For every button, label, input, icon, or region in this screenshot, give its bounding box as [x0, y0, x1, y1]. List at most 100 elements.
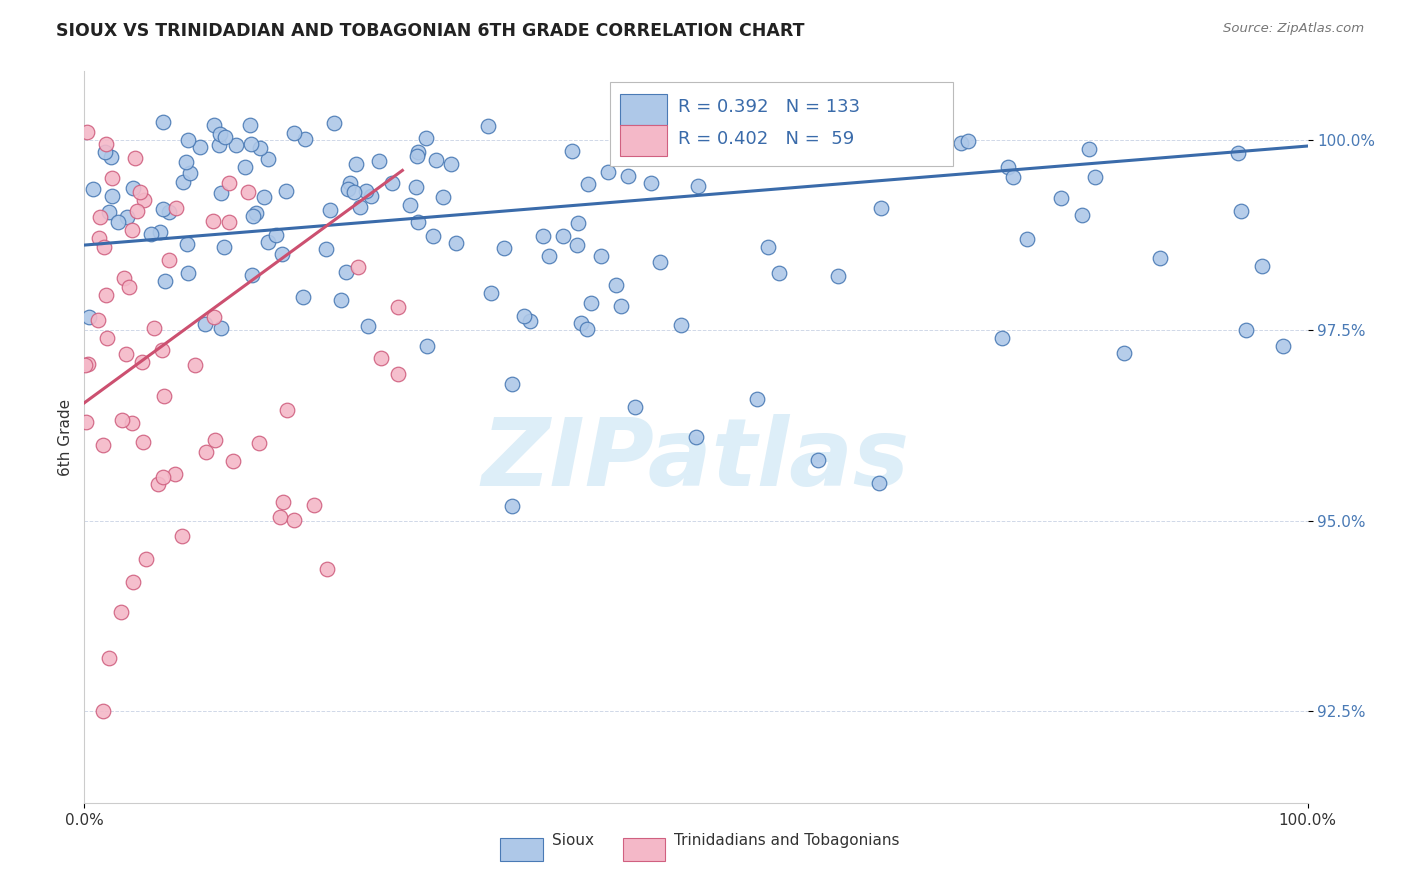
- Point: [152, 115, 174, 129]
- Point: [406, 149, 429, 163]
- Point: [172, 529, 194, 543]
- Point: [1015, 232, 1038, 246]
- Point: [125, 204, 148, 219]
- Point: [132, 193, 155, 207]
- Point: [1002, 170, 1025, 185]
- Point: [991, 331, 1014, 345]
- Point: [1084, 170, 1107, 185]
- Point: [763, 136, 786, 150]
- Point: [416, 338, 439, 352]
- Point: [124, 152, 146, 166]
- Point: [381, 176, 404, 190]
- Point: [122, 574, 145, 589]
- Text: R = 0.392   N = 133: R = 0.392 N = 133: [678, 98, 859, 117]
- Point: [271, 247, 294, 261]
- Point: [502, 376, 524, 391]
- Point: [575, 322, 598, 336]
- Point: [440, 157, 463, 171]
- Point: [122, 180, 145, 194]
- Point: [93, 239, 115, 253]
- Point: [1149, 251, 1171, 265]
- Point: [513, 309, 536, 323]
- Point: [315, 242, 337, 256]
- Text: Source: ZipAtlas.com: Source: ZipAtlas.com: [1223, 22, 1364, 36]
- Point: [115, 211, 138, 225]
- Point: [686, 179, 709, 194]
- Point: [370, 351, 392, 366]
- Point: [744, 104, 766, 119]
- Point: [339, 176, 361, 190]
- Point: [387, 300, 409, 314]
- Point: [146, 477, 169, 491]
- Point: [605, 278, 627, 293]
- Point: [269, 510, 291, 524]
- Point: [444, 235, 467, 250]
- Point: [1230, 204, 1253, 219]
- Point: [96, 287, 118, 301]
- Point: [73, 358, 96, 372]
- Point: [77, 310, 100, 325]
- Point: [1114, 346, 1136, 360]
- Point: [242, 209, 264, 223]
- Point: [322, 116, 344, 130]
- FancyBboxPatch shape: [610, 82, 953, 167]
- Point: [75, 416, 97, 430]
- FancyBboxPatch shape: [623, 838, 665, 862]
- Point: [218, 215, 240, 229]
- Point: [294, 132, 316, 146]
- Point: [112, 270, 135, 285]
- Point: [1250, 259, 1272, 273]
- Point: [274, 184, 297, 198]
- Point: [551, 229, 574, 244]
- Point: [1272, 338, 1295, 352]
- Point: [266, 228, 288, 243]
- Point: [399, 198, 422, 212]
- Point: [360, 188, 382, 202]
- Point: [77, 357, 100, 371]
- Point: [204, 433, 226, 447]
- Point: [249, 141, 271, 155]
- Point: [997, 160, 1019, 174]
- Text: Sioux: Sioux: [551, 833, 593, 848]
- Point: [519, 314, 541, 328]
- Point: [135, 552, 157, 566]
- Point: [676, 121, 699, 136]
- Point: [86, 313, 108, 327]
- Point: [356, 318, 378, 333]
- Point: [768, 266, 790, 280]
- FancyBboxPatch shape: [501, 838, 543, 862]
- Point: [494, 241, 516, 255]
- Text: SIOUX VS TRINIDADIAN AND TOBAGONIAN 6TH GRADE CORRELATION CHART: SIOUX VS TRINIDADIAN AND TOBAGONIAN 6TH …: [56, 22, 804, 40]
- Point: [100, 150, 122, 164]
- Point: [1071, 208, 1094, 222]
- Point: [315, 562, 337, 576]
- Point: [177, 266, 200, 280]
- Point: [239, 118, 262, 132]
- Point: [628, 136, 651, 150]
- Point: [245, 206, 267, 220]
- Point: [479, 286, 502, 301]
- Point: [319, 202, 342, 217]
- Point: [405, 180, 427, 194]
- Point: [107, 215, 129, 229]
- Point: [238, 185, 260, 199]
- Point: [253, 190, 276, 204]
- Point: [152, 202, 174, 216]
- Point: [898, 107, 921, 121]
- Point: [827, 268, 849, 283]
- Point: [337, 182, 360, 196]
- Point: [347, 260, 370, 274]
- Point: [617, 169, 640, 183]
- FancyBboxPatch shape: [620, 126, 666, 156]
- Point: [685, 430, 707, 444]
- Point: [152, 343, 174, 357]
- Point: [201, 214, 224, 228]
- Point: [302, 498, 325, 512]
- Point: [1078, 142, 1101, 156]
- Point: [110, 413, 132, 427]
- Point: [194, 444, 217, 458]
- Point: [152, 469, 174, 483]
- Point: [101, 171, 124, 186]
- Point: [240, 268, 263, 282]
- FancyBboxPatch shape: [620, 94, 666, 125]
